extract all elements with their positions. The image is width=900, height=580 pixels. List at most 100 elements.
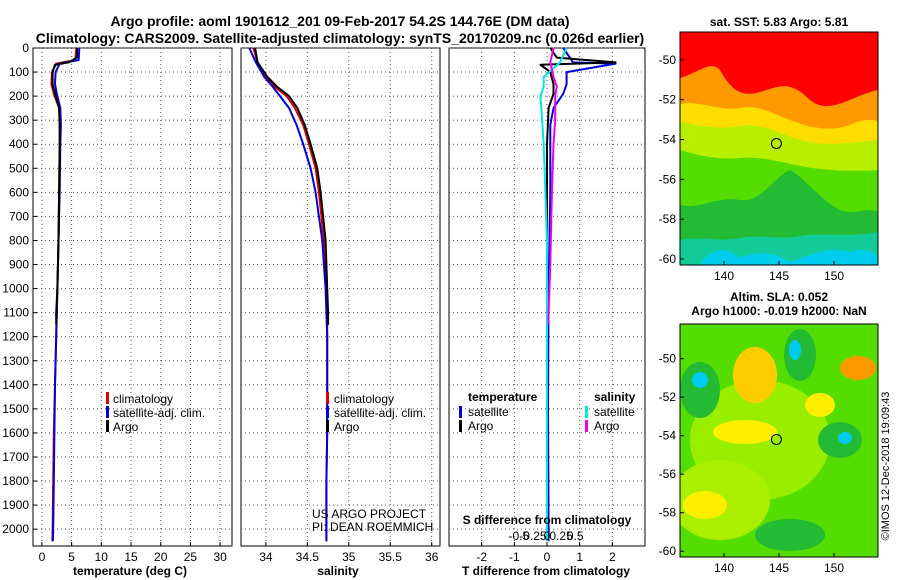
map-y-tick-label: -54	[659, 429, 677, 443]
legend-swatch-climatology	[106, 392, 109, 404]
series-line-satellite	[248, 47, 329, 542]
legend-climatology: climatology	[113, 392, 173, 406]
map-y-tick-label: -50	[659, 53, 677, 67]
legend-header-temperature: temperature	[468, 390, 538, 404]
s-difference-xlabel: S difference from climatology	[463, 513, 632, 527]
legend-t-satellite: satellite	[468, 405, 509, 419]
map-y-tick-label: -58	[659, 506, 677, 520]
legend-swatch-argo	[326, 420, 329, 432]
depth-tick-label: 1600	[2, 426, 29, 440]
map-x-tick-label: 140	[714, 561, 734, 575]
depth-tick-label: 200	[9, 89, 29, 103]
depth-tick-label: 600	[9, 185, 29, 199]
x-tick-label: -1	[509, 550, 520, 564]
salinity-lines	[248, 47, 330, 542]
sla-field	[680, 324, 878, 557]
map-x-tick-label: 150	[824, 561, 844, 575]
sla-blob-yellow-4	[805, 393, 835, 417]
depth-tick-label: 1200	[2, 330, 29, 344]
depth-axis-ticks: 0 100 200 300 400 500 600 700 800 900 1000 1100 1200…	[2, 41, 37, 536]
difference-panel: -2 -1 0 1 2 -0.5-0.250 0.250.5 T difference f…	[448, 47, 646, 578]
sla-map-subtitle: Argo h1000: -0.019 h2000: NaN	[691, 304, 866, 318]
depth-tick-label: 1500	[2, 402, 29, 416]
temperature-x-ticks: 0 5 10 15 20 25 30	[39, 542, 227, 564]
salinity-difference-ticks: -0.5-0.250 0.250.5	[508, 529, 583, 543]
salinity-legend: climatology satellite-adj. clim. Argo	[326, 392, 426, 434]
sst-field	[680, 32, 878, 265]
difference-x-ticks: -2 -1 0 1 2	[476, 542, 616, 564]
temperature-panel-frame	[32, 47, 233, 547]
depth-tick-label: 1000	[2, 282, 29, 296]
legend-satellite: satellite-adj. clim.	[113, 406, 205, 420]
x-tick-label: 10	[95, 550, 109, 564]
sla-map-title: Altim. SLA: 0.052	[730, 290, 828, 304]
s-diff-tick-label: 0.5	[567, 529, 584, 543]
sla-blob-yellow-2	[713, 420, 777, 444]
legend-s-argo: Argo	[594, 419, 620, 433]
map-x-tick-label: 145	[769, 269, 789, 283]
series-line-climatology	[50, 47, 78, 542]
map-y-tick-label: -60	[659, 544, 677, 558]
header-line1: Argo profile: aoml 1901612_201 09-Feb-20…	[110, 13, 569, 29]
series-line-argo	[51, 48, 78, 325]
depth-tick-label: 800	[9, 233, 29, 247]
map-y-tick-label: -56	[659, 467, 677, 481]
series-line-s-satellite	[539, 47, 568, 542]
map-x-tick-label: 140	[714, 269, 734, 283]
temperature-lines	[50, 47, 81, 542]
map-y-tick-label: -60	[659, 252, 677, 266]
depth-tick-label: 1800	[2, 474, 29, 488]
s-diff-tick-label: -0.25	[519, 529, 547, 543]
depth-tick-label: 900	[9, 258, 29, 272]
series-line-argo	[254, 47, 330, 325]
map-y-tick-label: -58	[659, 212, 677, 226]
depth-tick-label: 1100	[3, 306, 29, 320]
sla-blob-cyan-1	[789, 340, 801, 360]
legend-swatch-t-argo	[459, 420, 462, 432]
x-tick-label: 35.5	[379, 550, 403, 564]
legend-swatch-s-argo	[585, 420, 588, 432]
legend-climatology: climatology	[334, 392, 394, 406]
sla-blob-cyan-2	[692, 372, 708, 388]
temperature-panel: 0 5 10 15 20 25 30 0 100 200 300 400 500 600 700 800 90…	[2, 41, 233, 578]
legend-argo: Argo	[334, 420, 360, 434]
legend-s-satellite: satellite	[594, 405, 635, 419]
imos-timestamp: ©IMOS 12-Dec-2018 19:09:43	[880, 392, 892, 541]
legend-header-salinity: salinity	[594, 390, 636, 404]
map-y-tick-label: -56	[659, 172, 677, 186]
legend-swatch-satellite	[106, 406, 109, 418]
x-tick-label: 2	[609, 550, 616, 564]
sst-y-ticks: -50 -52 -54 -56 -58 -60	[659, 53, 684, 266]
legend-swatch-t-satellite	[459, 406, 462, 418]
x-tick-label: 34	[259, 550, 273, 564]
legend-swatch-satellite	[326, 406, 329, 418]
depth-tick-label: 1300	[2, 354, 29, 368]
salinity-x-ticks: 34 34.5 35 35.5 36	[259, 542, 439, 564]
sla-blob-darkgreen-4	[755, 519, 825, 551]
x-tick-label: 5	[68, 550, 75, 564]
map-x-tick-label: 145	[769, 561, 789, 575]
sst-map-title: sat. SST: 5.83 Argo: 5.81	[710, 15, 849, 29]
x-tick-label: 35	[342, 550, 356, 564]
header-line2: Climatology: CARS2009. Satellite-adjuste…	[36, 30, 644, 46]
x-tick-label: 20	[154, 550, 168, 564]
x-tick-label: 15	[124, 550, 138, 564]
legend-swatch-argo	[106, 420, 109, 432]
x-tick-label: 25	[184, 550, 198, 564]
sla-x-ticks: 140 145 150	[714, 553, 844, 575]
x-tick-label: 0	[544, 550, 551, 564]
salinity-panel: 34 34.5 35 35.5 36 salinity climatology sate…	[240, 47, 441, 578]
legend-swatch-climatology	[326, 392, 329, 404]
sla-blob-yellow-1	[733, 347, 777, 403]
legend-t-argo: Argo	[468, 419, 494, 433]
depth-tick-label: 100	[9, 65, 29, 79]
sla-argo-location-marker	[770, 434, 782, 445]
depth-tick-label: 2000	[2, 522, 29, 536]
map-x-tick-label: 150	[824, 269, 844, 283]
legend-satellite: satellite-adj. clim.	[334, 406, 426, 420]
depth-tick-label: 300	[9, 113, 29, 127]
salinity-panel-frame	[240, 47, 441, 547]
depth-tick-label: 400	[9, 137, 29, 151]
x-tick-label: 30	[213, 550, 227, 564]
x-tick-label: 0	[39, 550, 46, 564]
